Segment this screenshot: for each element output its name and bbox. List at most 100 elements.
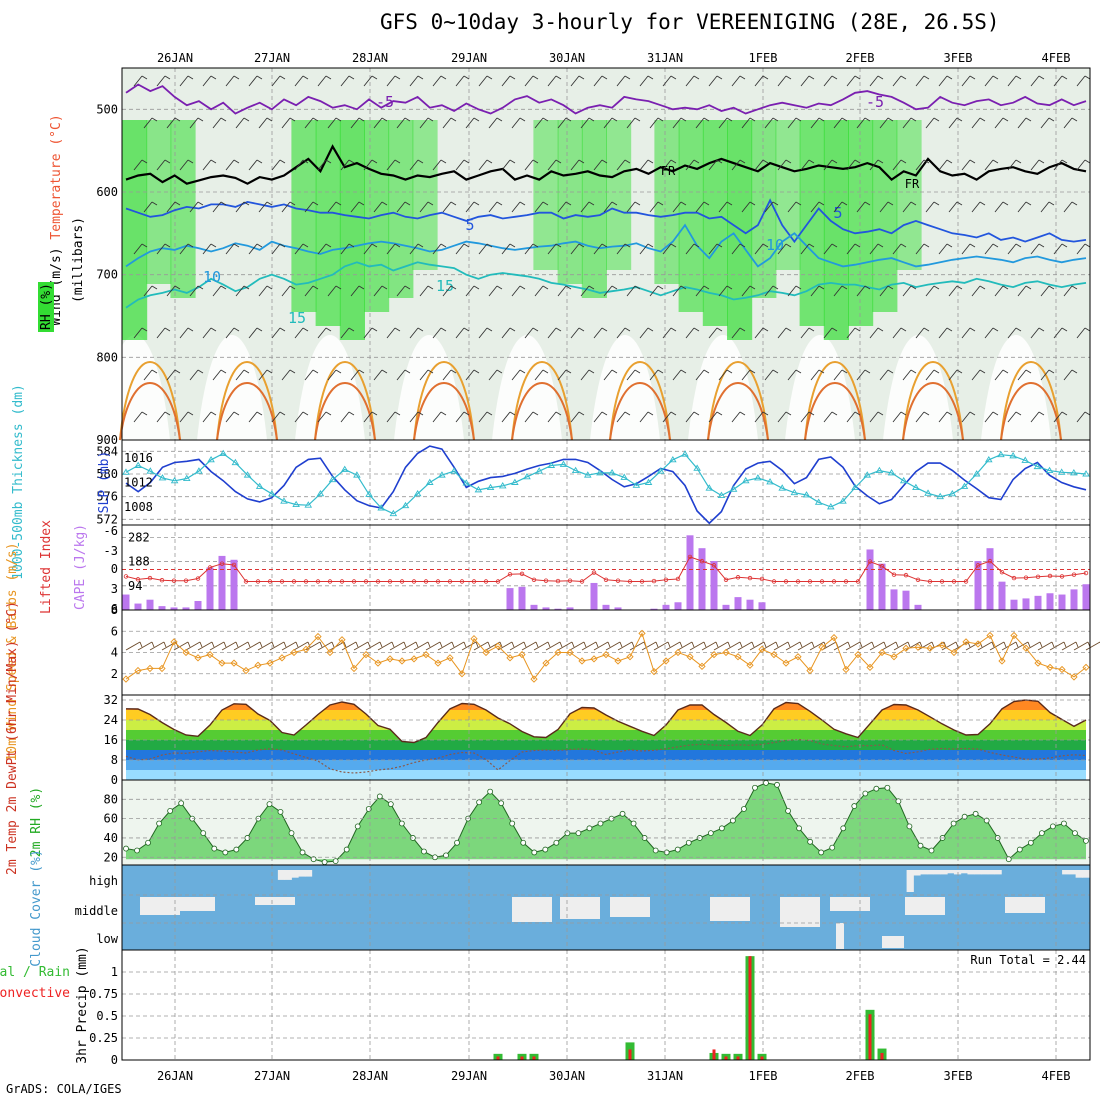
cape-bar <box>530 604 538 610</box>
wind-barb <box>823 75 838 87</box>
wind-barb <box>846 243 861 255</box>
wind-speed-point <box>1034 659 1042 667</box>
wind-barb <box>511 117 526 129</box>
surface-wind-barb <box>197 641 215 651</box>
wind-barb <box>626 369 641 381</box>
warm-contour <box>707 361 769 441</box>
rh-point <box>652 847 659 854</box>
lifted-index-point <box>483 579 489 584</box>
lifted-index-point <box>291 579 297 584</box>
wind-barb <box>823 411 838 423</box>
cape-bar <box>998 581 1006 610</box>
wind-barb <box>442 117 457 129</box>
lifted-index-point <box>963 579 969 584</box>
rh-point <box>531 849 538 856</box>
warm-contour <box>804 361 866 441</box>
wind-barb <box>235 369 250 381</box>
lifted-index-point <box>579 579 585 584</box>
surface-wind-barb <box>233 641 251 651</box>
wind-barb <box>557 369 572 381</box>
wind-barb <box>225 411 240 423</box>
rh-dry-hump <box>100 335 170 440</box>
wind-barb <box>133 243 148 255</box>
thickness-point <box>790 488 799 496</box>
thickness-point <box>936 492 944 500</box>
lifted-index-point <box>879 564 885 569</box>
precip-conv-bar <box>628 1049 632 1060</box>
rh-dry-hump <box>883 335 953 440</box>
rh-point <box>487 788 494 795</box>
wind-speed-point <box>962 638 970 646</box>
lifted-index-point <box>555 578 561 584</box>
wind-barb <box>432 327 447 339</box>
rh-line <box>125 782 1087 863</box>
precip-conv-bar <box>724 1056 728 1060</box>
wind-barb <box>179 411 194 423</box>
wind-barb <box>731 411 746 423</box>
wind-barb <box>580 369 595 381</box>
surface-wind-barb <box>173 641 191 651</box>
rh-moist-band <box>339 120 365 340</box>
thickness-point <box>778 484 786 491</box>
wind-barb <box>994 117 1009 129</box>
surface-wind-barb <box>461 641 479 651</box>
wind-barb <box>373 369 388 381</box>
wind-barb <box>179 243 194 255</box>
rh-point <box>674 846 681 853</box>
wind-barb <box>258 201 273 213</box>
wind-barb <box>340 243 355 255</box>
wind-barb <box>1017 201 1032 213</box>
thickness-point <box>1021 456 1030 463</box>
wind-barb <box>662 75 677 87</box>
lifted-index-point <box>459 579 465 584</box>
rh-point <box>1049 823 1056 830</box>
wind-barb <box>800 159 815 171</box>
wind-barb <box>547 243 562 255</box>
lifted-index-point <box>1047 573 1053 579</box>
thickness-point <box>814 498 823 505</box>
cloud-middle-bar <box>610 897 650 917</box>
wind-barb <box>179 327 194 339</box>
wind-barb <box>465 285 480 297</box>
lifted-index-point <box>843 579 849 584</box>
wind-barb <box>409 411 424 423</box>
rh-point <box>332 858 339 865</box>
cape-bar <box>566 607 574 610</box>
rh-point <box>123 845 129 852</box>
wind-speed-point <box>722 648 730 657</box>
wind-barb <box>271 411 286 423</box>
x-tick-top: 31JAN <box>647 51 683 65</box>
wind-barb <box>179 75 194 87</box>
thickness-point <box>729 485 738 492</box>
wind-barb <box>846 159 861 171</box>
rh-point <box>895 798 902 805</box>
wind-barb <box>764 285 779 297</box>
lifted-index-point <box>639 579 645 584</box>
wind-barb <box>156 327 171 339</box>
wind-barb <box>846 411 861 423</box>
wind-barb <box>1076 75 1091 87</box>
wind-barb <box>971 369 986 381</box>
wind-barb <box>202 327 217 339</box>
wind-barb <box>672 285 687 297</box>
lifted-index-point <box>927 579 933 584</box>
wind-barb <box>547 327 562 339</box>
surface-wind-barb <box>413 641 431 651</box>
surface-wind-barb <box>1049 641 1067 651</box>
rh-point <box>597 820 604 827</box>
wind-speed-point <box>278 654 286 662</box>
wind-barb <box>212 369 227 381</box>
cape-bar <box>230 559 238 610</box>
wind-speed-point <box>878 648 886 657</box>
rh-point <box>365 806 372 812</box>
wind-barb <box>685 327 700 339</box>
thickness-point <box>474 485 483 493</box>
wind-barb <box>695 369 710 381</box>
wind-barb <box>984 327 999 339</box>
cape-bar <box>158 606 166 610</box>
thickness-point <box>353 471 361 478</box>
wind-barb <box>363 75 378 87</box>
wind-speed-point <box>302 645 310 653</box>
wind-barb <box>419 201 434 213</box>
x-tick-top: 1FEB <box>749 51 778 65</box>
